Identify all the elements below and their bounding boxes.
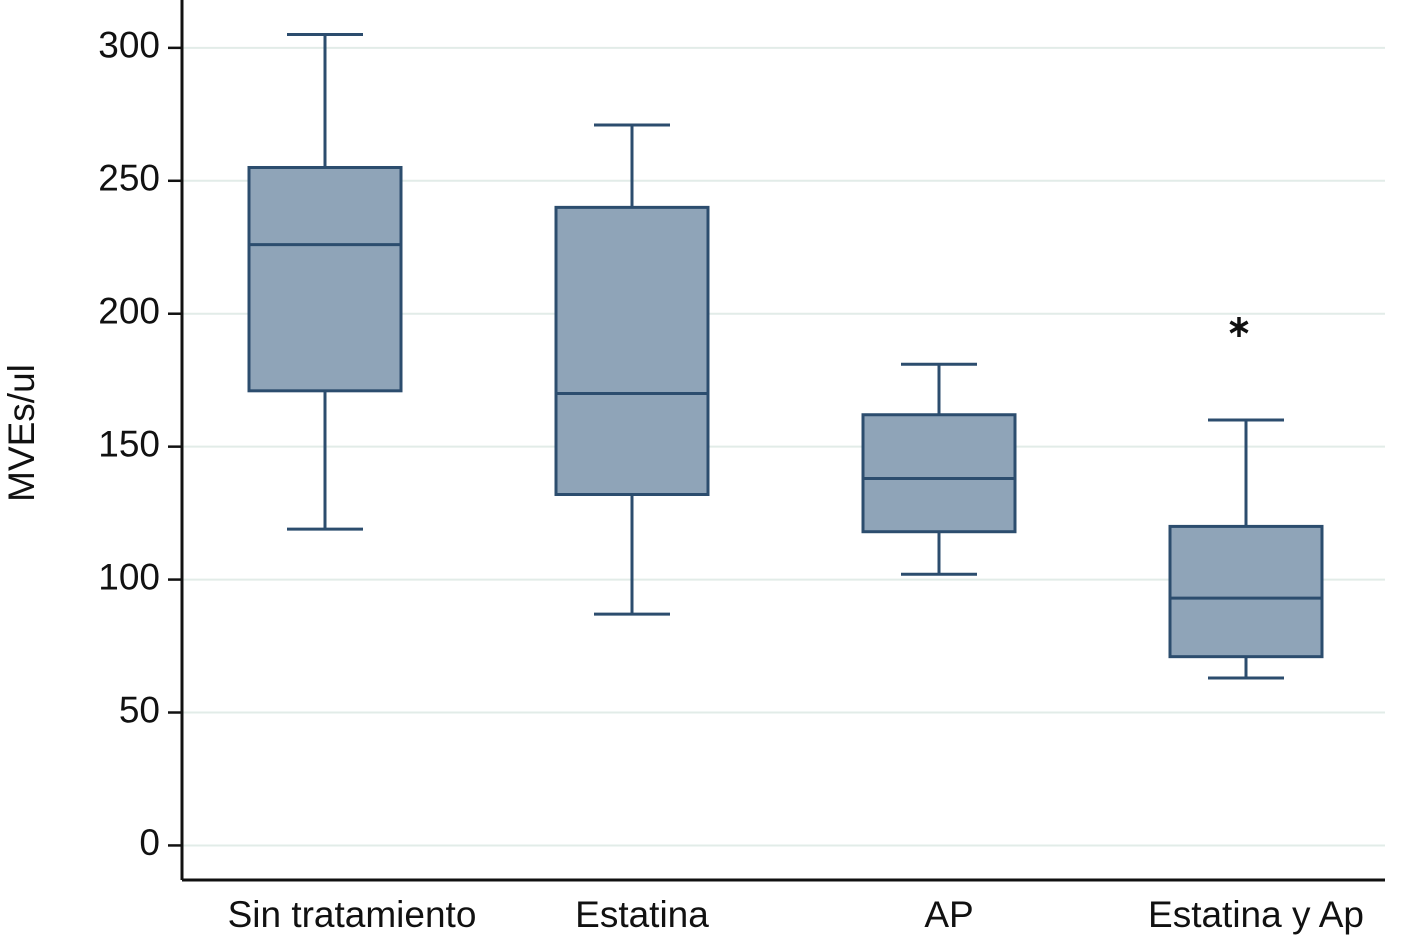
y-axis-label: MVEs/ul	[1, 364, 42, 502]
x-tick-label: Estatina y Ap	[1148, 894, 1364, 935]
box	[554, 205, 710, 497]
box	[861, 413, 1017, 534]
y-tick-label: 100	[98, 556, 160, 597]
y-tick-label: 200	[98, 290, 160, 331]
y-tick-label: 0	[139, 822, 160, 863]
x-tick-label: Sin tratamiento	[228, 894, 477, 935]
box	[247, 165, 403, 393]
y-tick-label: 150	[98, 423, 160, 464]
x-tick-label: Estatina	[575, 894, 709, 935]
x-tick-label: AP	[924, 894, 973, 935]
outlier	[1229, 317, 1249, 338]
y-tick-label: 300	[98, 25, 160, 66]
box	[1168, 524, 1324, 659]
y-tick-label: 250	[98, 158, 160, 199]
y-tick-label: 50	[119, 689, 160, 730]
